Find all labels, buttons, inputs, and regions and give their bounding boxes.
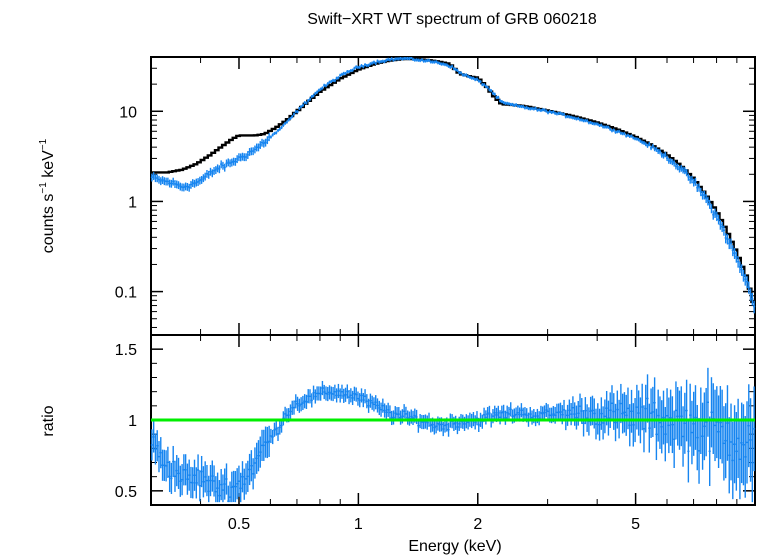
ylabel-main: counts s <box>40 194 57 254</box>
top-y-tick-label: 10 <box>119 104 137 121</box>
top-y-tick-label: 1 <box>128 194 137 211</box>
x-tick-label: 0.5 <box>228 516 250 533</box>
x-tick-label: 1 <box>354 516 363 533</box>
bottom-panel-ticks: 0.5 1 2 5 1.5 1 0.5 <box>115 342 755 533</box>
top-panel-ticks: 10 1 0.1 <box>115 57 755 347</box>
ylabel-mid: keV <box>40 150 57 182</box>
chart-title: Swift−XRT WT spectrum of GRB 060218 <box>307 11 597 28</box>
top-y-tick-label: 0.1 <box>115 285 137 302</box>
bottom-y-tick-label: 1.5 <box>115 342 137 359</box>
bottom-y-tick-label: 0.5 <box>115 484 137 501</box>
top-panel-data <box>150 56 756 314</box>
x-tick-label: 5 <box>631 516 640 533</box>
bottom-panel-data <box>150 367 756 503</box>
ylabel-sup1: −1 <box>38 182 49 194</box>
top-panel-frame <box>150 56 756 336</box>
top-y-axis-label: counts s−1 keV−1 <box>38 138 57 253</box>
bottom-y-tick-label: 1 <box>128 413 137 430</box>
bottom-y-axis-label: ratio <box>40 405 57 436</box>
model-step-line <box>151 57 755 304</box>
ylabel-sup2: −1 <box>38 138 49 150</box>
x-tick-label: 2 <box>473 516 482 533</box>
x-axis-label: Energy (keV) <box>408 538 501 555</box>
model-curve <box>151 57 755 304</box>
